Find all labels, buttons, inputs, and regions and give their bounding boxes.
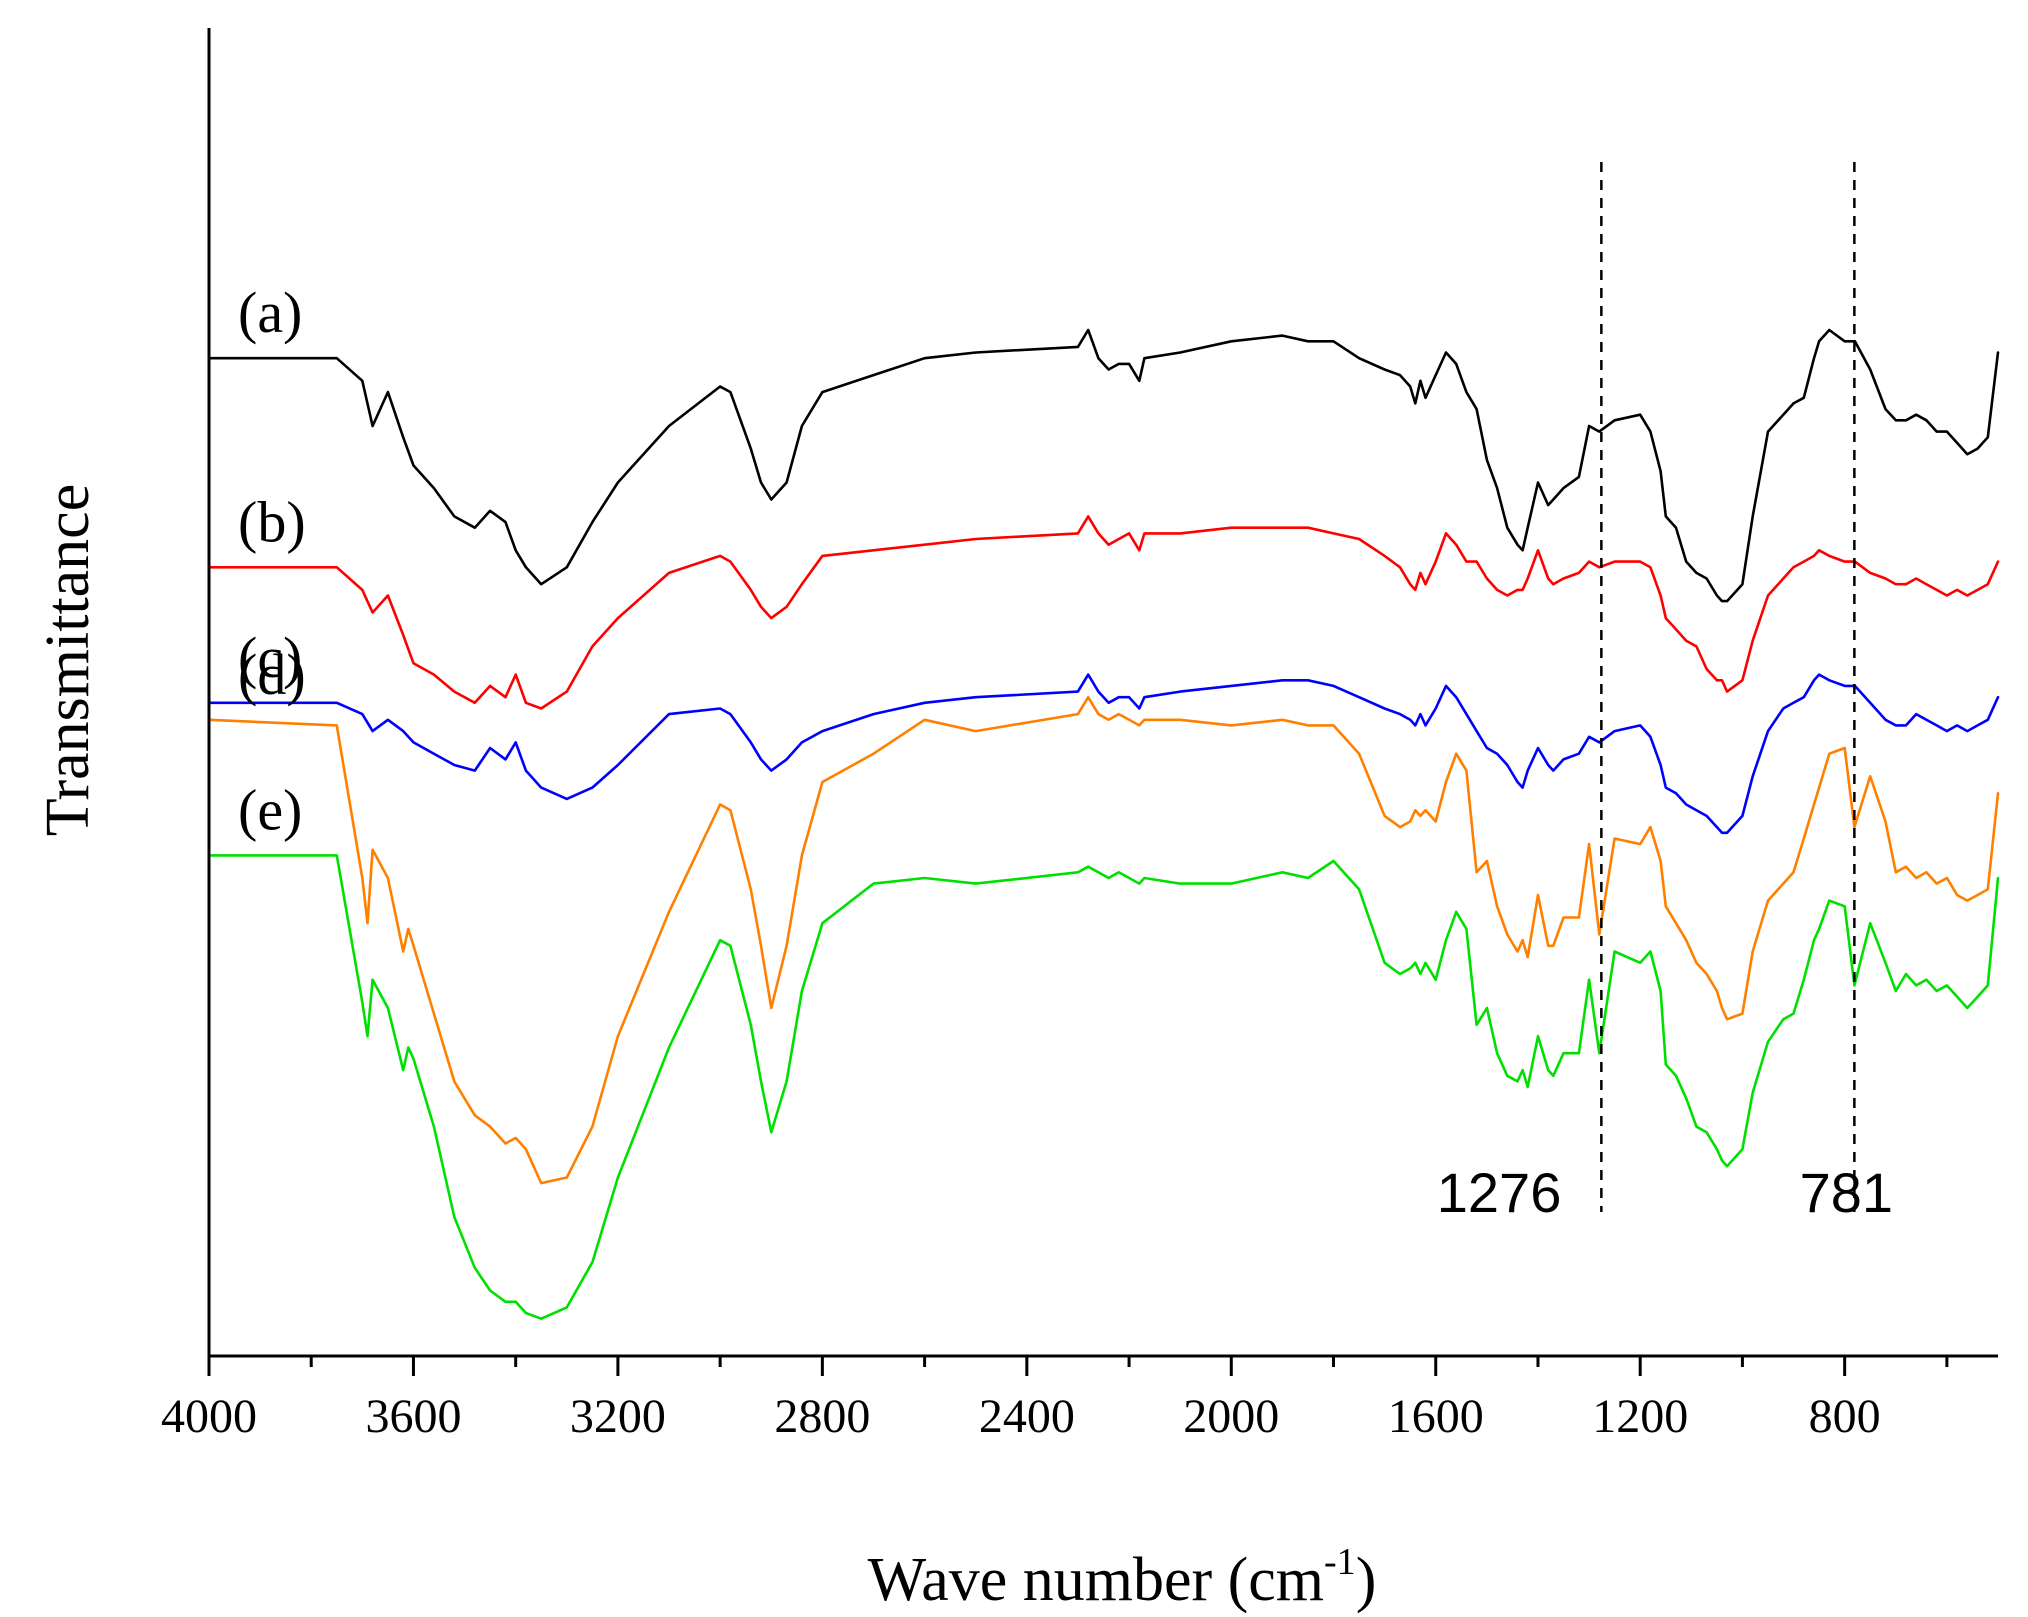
x-axis-title: Wave number (cm-1)	[868, 1541, 1377, 1614]
series-label: (c)	[238, 625, 302, 690]
annotation-layer: 1276 781	[1437, 162, 1893, 1224]
axes-layer	[207, 28, 1998, 1358]
series-line-1	[207, 515, 2000, 710]
series-line-2	[207, 673, 2000, 835]
series-label-layer: (a) (b) (c)(d) (e)	[238, 280, 306, 842]
x-tick-label: 3200	[570, 1390, 666, 1443]
x-tick-label: 2000	[1183, 1390, 1279, 1443]
annotation-label: 781	[1800, 1161, 1893, 1224]
series-label: (d)	[238, 642, 306, 707]
x-tick-label: 3600	[365, 1390, 461, 1443]
x-tick-label: 1600	[1388, 1390, 1484, 1443]
y-axis-title: Transmittance	[34, 484, 102, 836]
series-layer	[207, 328, 2000, 1320]
series-line-3	[207, 695, 2000, 1185]
x-tick-label: 2800	[774, 1390, 870, 1443]
series-line-4	[207, 854, 2000, 1320]
x-tick-label: 800	[1809, 1390, 1881, 1443]
annotation-label: 1276	[1437, 1161, 1562, 1224]
series-label: (b)	[238, 489, 306, 554]
x-axis-title-superscript: -1	[1324, 1541, 1356, 1583]
series-line-0	[207, 328, 2000, 603]
x-tick-label: 2400	[979, 1390, 1075, 1443]
series-label: (e)	[238, 777, 302, 842]
series-label: (a)	[238, 280, 302, 345]
x-axis-title-tail: )	[1356, 1546, 1377, 1614]
tick-layer: 4000 3600 3200 2800 2400 2000 1600 1200 800	[161, 1356, 1949, 1443]
x-tick-label: 4000	[161, 1390, 257, 1443]
x-tick-label: 1200	[1592, 1390, 1688, 1443]
x-axis-title-main: Wave number (cm	[868, 1546, 1324, 1614]
